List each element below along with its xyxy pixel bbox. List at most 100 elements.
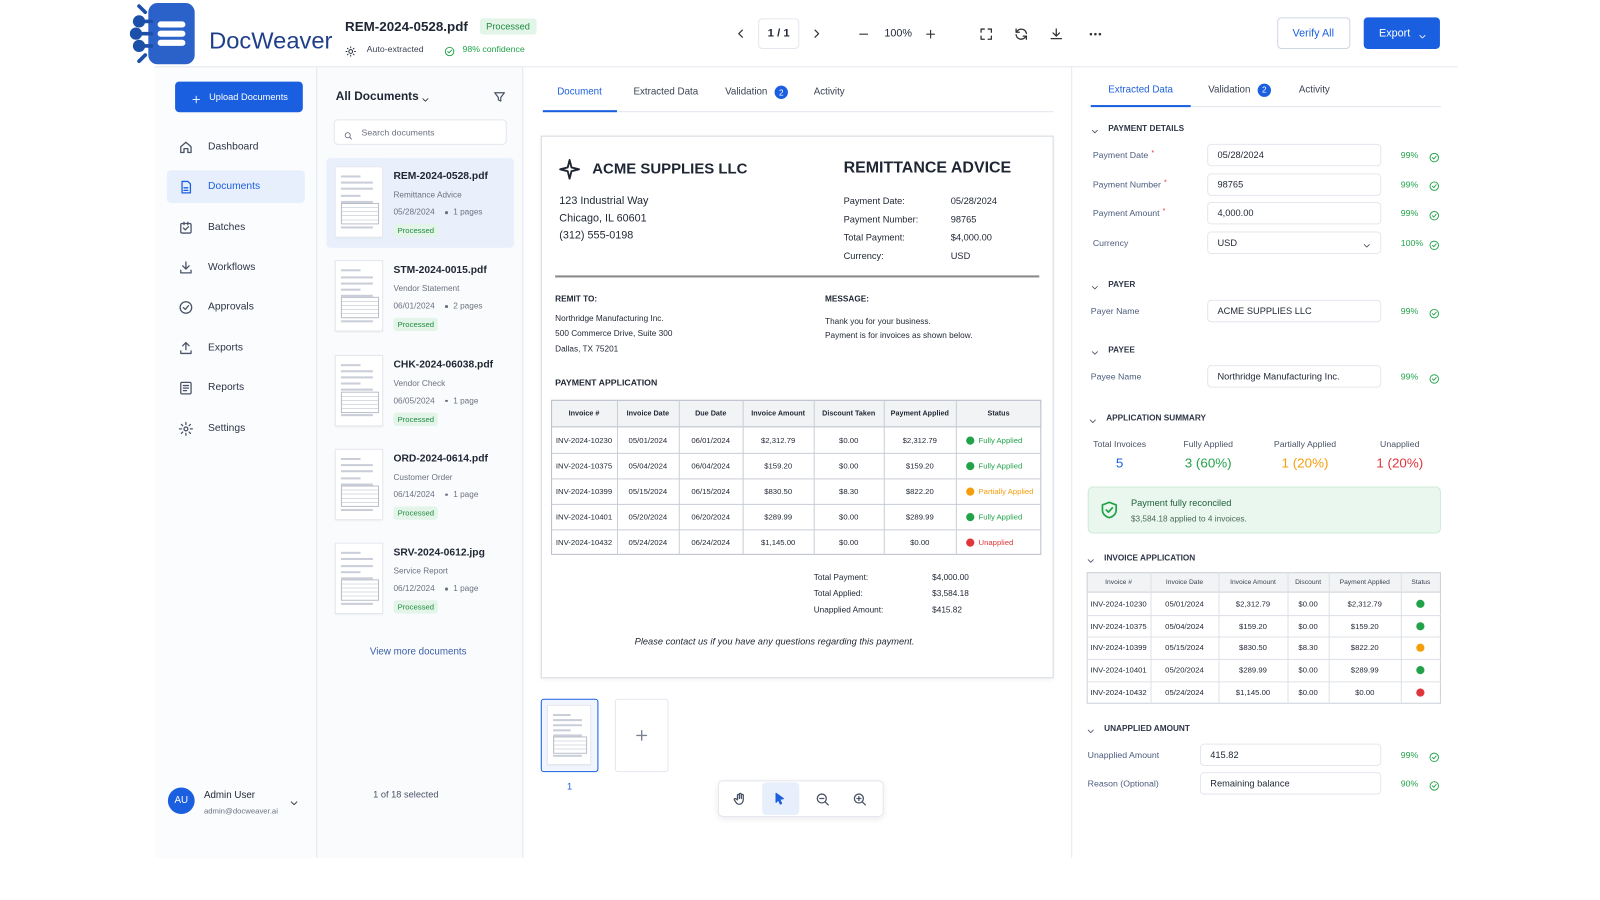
remit-line: Dallas, TX 75201 (555, 344, 619, 354)
viewer-tab[interactable]: Activity (813, 86, 845, 98)
nav-item[interactable]: Workflows (208, 261, 256, 273)
field-value: 98765 (950, 214, 977, 225)
select-chevron (1362, 238, 1372, 248)
field-input[interactable] (1207, 299, 1382, 323)
verify-button[interactable] (1277, 17, 1351, 49)
panel-tab[interactable]: Extracted Data (1108, 84, 1174, 96)
table-cell: 05/20/2024 (1165, 665, 1204, 675)
filter-button[interactable] (492, 90, 506, 104)
table-cell: $289.99 (764, 512, 793, 522)
confidence-check (1428, 778, 1439, 791)
field-input[interactable] (1207, 202, 1382, 225)
document-date: 06/01/2024 (393, 301, 435, 311)
table-cell: 05/24/2024 (628, 537, 668, 547)
table-header: Invoice Amount (751, 410, 806, 418)
panel-tab[interactable]: Activity (1298, 84, 1330, 96)
field-input[interactable] (1207, 231, 1382, 255)
icon-glyph (559, 159, 580, 180)
icon-glyph (1363, 244, 1370, 248)
thumbnail-line (340, 457, 360, 460)
viewer-tab[interactable]: Extracted Data (633, 86, 699, 98)
field-input[interactable] (1207, 365, 1382, 388)
field-value: $4,000.00 (950, 232, 992, 243)
table-cell: $0.00 (1298, 621, 1318, 631)
panel-tab[interactable]: Validation (1208, 84, 1251, 96)
thumbnail-line (340, 181, 374, 184)
document-status: Processed (393, 506, 439, 520)
table-cell: 05/15/2024 (1165, 643, 1204, 653)
user-menu[interactable] (288, 795, 299, 806)
icon-glyph (1419, 35, 1426, 39)
icon-glyph (1431, 155, 1437, 159)
icon-glyph (1089, 419, 1096, 423)
thumbnail-line (340, 194, 360, 197)
nav-item[interactable]: Exports (208, 342, 243, 354)
nav-item[interactable]: Dashboard (208, 141, 259, 153)
field-label: Payment Number * (1093, 179, 1167, 189)
table-row-line (1086, 681, 1441, 683)
icon-glyph (1429, 181, 1439, 192)
extraction-label: Auto-extracted (366, 43, 424, 55)
page-thumbnail[interactable] (540, 698, 599, 773)
fullscreen-button[interactable] (978, 26, 993, 41)
add-page[interactable] (614, 698, 669, 773)
status-dot (966, 487, 975, 496)
icon-glyph (738, 29, 743, 38)
nav-item[interactable]: Batches (208, 221, 246, 234)
export-button[interactable] (1363, 17, 1440, 49)
document-date: 05/28/2024 (393, 207, 435, 217)
nav-item[interactable]: Settings (208, 422, 246, 435)
pointer-tool[interactable] (773, 792, 787, 806)
thumbnail-line (553, 719, 582, 722)
section-label: MESSAGE: (825, 294, 869, 304)
panel-tab-line (1090, 106, 1441, 108)
icon-glyph (1087, 559, 1094, 563)
field-input[interactable] (1207, 173, 1382, 196)
prev-page[interactable] (733, 27, 747, 41)
table-cell: INV-2024-10399 (1090, 643, 1147, 653)
nav-item[interactable]: Documents (208, 181, 261, 193)
zoom-out-button[interactable] (856, 27, 869, 40)
field-input[interactable] (1207, 143, 1382, 167)
document-status: Processed (393, 223, 439, 238)
more-button[interactable] (1087, 26, 1102, 41)
table-cell: $1,145.00 (1235, 687, 1271, 697)
nav-item[interactable]: Approvals (208, 301, 254, 313)
table-row-line (551, 452, 1042, 454)
document-filter[interactable]: All Documents (335, 90, 419, 104)
field-input[interactable] (1199, 772, 1382, 795)
table-row-line (551, 478, 1042, 480)
icon-glyph (1101, 501, 1118, 519)
table-cell: $289.99 (1350, 665, 1379, 675)
field-label-text: Unapplied Amount (1087, 749, 1160, 760)
icon-glyph (182, 221, 189, 231)
status-dot (1416, 599, 1425, 608)
table-cell: 05/04/2024 (628, 461, 668, 471)
view-more[interactable]: View more documents (369, 646, 467, 658)
table-column-line (616, 399, 618, 555)
zoom-out-tool[interactable] (814, 791, 829, 806)
message-line: Payment is for invoices as shown below. (825, 330, 973, 341)
download-button[interactable] (1048, 26, 1063, 41)
upload-button[interactable] (175, 81, 303, 113)
rotate-button[interactable] (1013, 26, 1028, 41)
search-box[interactable] (333, 119, 507, 145)
icon-glyph (1429, 308, 1439, 318)
next-page[interactable] (810, 27, 824, 41)
viewer-tab[interactable]: Document (557, 86, 602, 98)
hand-tool[interactable] (732, 791, 747, 806)
nav-item[interactable]: Reports (208, 381, 245, 394)
table-column-line (742, 399, 744, 555)
field-label: Payment Date * (1093, 150, 1154, 160)
icon-glyph (853, 792, 866, 806)
viewer-tab[interactable]: Validation (725, 86, 768, 98)
selection-count: 1 of 18 selected (373, 789, 439, 800)
field-input[interactable] (1199, 743, 1382, 767)
field-value: Remaining balance (1210, 778, 1290, 789)
zoom-in-button[interactable] (923, 27, 936, 40)
zoom-in-tool[interactable] (851, 791, 866, 806)
field-label: Reason (Optional) (1088, 778, 1159, 788)
document-thumbnail (334, 260, 384, 332)
thumbnail-line (340, 175, 360, 178)
